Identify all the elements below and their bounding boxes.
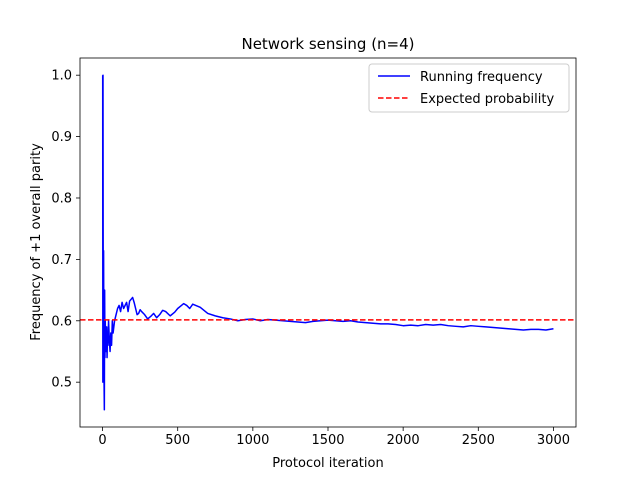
x-tick-label: 2500 bbox=[462, 433, 495, 448]
x-tick-label: 0 bbox=[98, 433, 106, 448]
y-tick-label: 0.9 bbox=[51, 130, 72, 145]
y-tick-label: 0.6 bbox=[51, 314, 72, 329]
axes-frame bbox=[79, 57, 577, 428]
x-axis-label: Protocol iteration bbox=[272, 456, 383, 471]
x-tick-label: 500 bbox=[165, 433, 190, 448]
chart-title: Network sensing (n=4) bbox=[241, 35, 414, 53]
x-tick-label: 2000 bbox=[387, 433, 420, 448]
x-tick-label: 3000 bbox=[537, 433, 570, 448]
plot-area: 0 500 1000 1500 2000 2500 3000 0.5 0.6 0.7 0.8 0.9 1… bbox=[51, 57, 577, 448]
x-tick-label: 1500 bbox=[311, 433, 344, 448]
y-tick-label: 1.0 bbox=[51, 69, 72, 84]
legend: Running frequency Expected probability bbox=[368, 63, 570, 113]
y-tick-label: 0.8 bbox=[51, 191, 72, 206]
x-tick-label: 1000 bbox=[236, 433, 269, 448]
legend-box bbox=[368, 63, 570, 113]
y-tick-label: 0.5 bbox=[51, 376, 72, 391]
legend-label-expected-probability: Expected probability bbox=[420, 92, 554, 107]
legend-label-running-frequency: Running frequency bbox=[420, 70, 543, 85]
y-axis-label: Frequency of +1 overall parity bbox=[29, 143, 44, 341]
y-tick-label: 0.7 bbox=[51, 253, 72, 268]
series-line-running-frequency bbox=[101, 74, 554, 411]
